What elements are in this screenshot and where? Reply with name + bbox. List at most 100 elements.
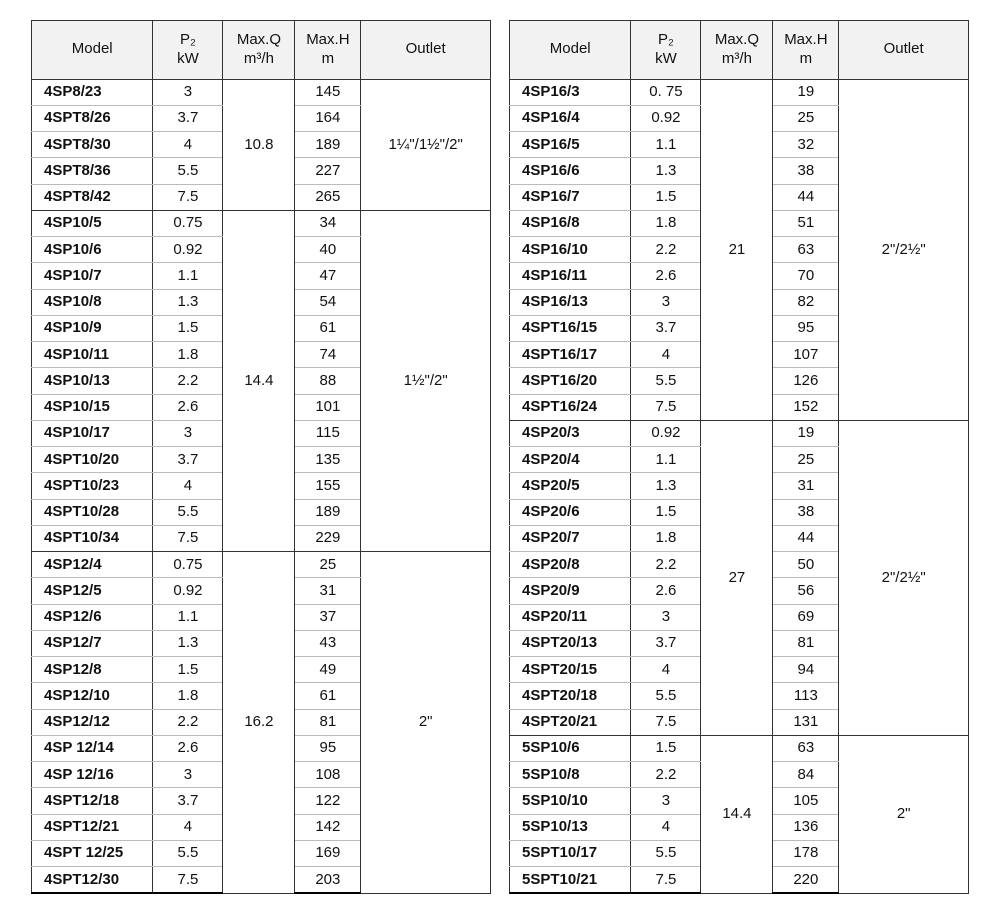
- cell-outlet: 2": [839, 735, 969, 893]
- col-header-label: Max.H: [784, 31, 827, 48]
- cell-p2: 5.5: [631, 840, 701, 866]
- cell-p2: 5.5: [153, 840, 223, 866]
- cell-outlet: 1½"/2": [361, 210, 491, 551]
- cell-model: 4SP10/13: [32, 368, 153, 394]
- cell-model: 4SP10/6: [32, 237, 153, 263]
- cell-maxh: 47: [295, 263, 361, 289]
- col-header-out: Outlet: [361, 21, 491, 80]
- cell-maxh: 44: [773, 184, 839, 210]
- col-header-p2: P₂kW: [631, 21, 701, 80]
- table-row: 4SP8/23310.81451¼"/1½"/2": [32, 79, 491, 105]
- cell-p2: 3: [631, 604, 701, 630]
- cell-maxh: 136: [773, 814, 839, 840]
- cell-p2: 3: [631, 289, 701, 315]
- cell-maxh: 37: [295, 604, 361, 630]
- cell-maxh: 25: [773, 447, 839, 473]
- cell-model: 4SP16/13: [510, 289, 631, 315]
- cell-model: 4SP16/4: [510, 105, 631, 131]
- cell-maxh: 54: [295, 289, 361, 315]
- cell-p2: 1.3: [153, 630, 223, 656]
- col-header-h: Max.Hm: [773, 21, 839, 80]
- cell-model: 4SPT20/15: [510, 657, 631, 683]
- cell-p2: 1.5: [153, 657, 223, 683]
- cell-maxh: 38: [773, 158, 839, 184]
- cell-p2: 7.5: [631, 709, 701, 735]
- cell-maxh: 40: [295, 237, 361, 263]
- cell-p2: 2.2: [153, 368, 223, 394]
- cell-model: 5SP10/6: [510, 735, 631, 761]
- cell-maxh: 50: [773, 552, 839, 578]
- cell-maxh: 126: [773, 368, 839, 394]
- cell-model: 5SPT10/21: [510, 867, 631, 894]
- cell-maxh: 19: [773, 79, 839, 105]
- cell-p2: 3: [153, 762, 223, 788]
- cell-p2: 2.6: [631, 263, 701, 289]
- cell-p2: 7.5: [153, 867, 223, 894]
- cell-model: 4SPT8/30: [32, 132, 153, 158]
- cell-model: 4SPT16/20: [510, 368, 631, 394]
- cell-p2: 3.7: [631, 315, 701, 341]
- cell-maxh: 189: [295, 499, 361, 525]
- cell-model: 4SP12/12: [32, 709, 153, 735]
- tables-wrap: Model P₂kWMax.Qm³/hMax.Hm Outlet 4SP8/23310…: [30, 20, 970, 894]
- col-header-model: Model: [510, 21, 631, 80]
- col-header-sub: m³/h: [227, 50, 290, 69]
- col-header-label: Outlet: [406, 40, 446, 57]
- cell-maxh: 152: [773, 394, 839, 420]
- cell-p2: 7.5: [153, 184, 223, 210]
- cell-model: 5SP10/13: [510, 814, 631, 840]
- cell-p2: 7.5: [631, 394, 701, 420]
- cell-maxh: 145: [295, 79, 361, 105]
- cell-model: 4SPT8/42: [32, 184, 153, 210]
- cell-p2: 4: [153, 814, 223, 840]
- cell-maxq: 10.8: [223, 79, 295, 210]
- cell-p2: 3.7: [153, 105, 223, 131]
- cell-p2: 3.7: [153, 788, 223, 814]
- cell-maxh: 220: [773, 867, 839, 894]
- cell-model: 4SP10/17: [32, 420, 153, 446]
- cell-maxh: 265: [295, 184, 361, 210]
- cell-p2: 4: [631, 814, 701, 840]
- col-header-label: Outlet: [884, 40, 924, 57]
- cell-model: 4SP10/7: [32, 263, 153, 289]
- cell-maxh: 164: [295, 105, 361, 131]
- cell-maxq: 16.2: [223, 552, 295, 894]
- cell-maxh: 84: [773, 762, 839, 788]
- cell-model: 4SP12/8: [32, 657, 153, 683]
- cell-maxh: 19: [773, 420, 839, 446]
- cell-p2: 1.1: [153, 604, 223, 630]
- cell-p2: 3: [153, 79, 223, 105]
- cell-model: 4SP10/9: [32, 315, 153, 341]
- cell-maxh: 88: [295, 368, 361, 394]
- cell-p2: 2.2: [631, 552, 701, 578]
- cell-maxh: 142: [295, 814, 361, 840]
- cell-model: 4SPT8/36: [32, 158, 153, 184]
- cell-model: 4SPT10/34: [32, 525, 153, 551]
- col-header-sub: kW: [157, 50, 218, 69]
- cell-p2: 7.5: [631, 867, 701, 894]
- spec-table-1: Model P₂kWMax.Qm³/hMax.Hm Outlet 4SP16/30. …: [509, 20, 969, 894]
- cell-maxh: 63: [773, 735, 839, 761]
- col-header-label: Model: [550, 40, 591, 57]
- table-row: 4SP16/30. 7521192"/2½": [510, 79, 969, 105]
- cell-maxh: 69: [773, 604, 839, 630]
- col-header-q: Max.Qm³/h: [701, 21, 773, 80]
- cell-maxh: 38: [773, 499, 839, 525]
- cell-maxh: 95: [773, 315, 839, 341]
- cell-p2: 5.5: [631, 683, 701, 709]
- cell-maxh: 56: [773, 578, 839, 604]
- cell-p2: 0.75: [153, 552, 223, 578]
- cell-maxh: 49: [295, 657, 361, 683]
- cell-model: 4SP12/4: [32, 552, 153, 578]
- cell-maxh: 113: [773, 683, 839, 709]
- cell-model: 4SP20/4: [510, 447, 631, 473]
- cell-model: 5SP10/8: [510, 762, 631, 788]
- cell-model: 4SP20/5: [510, 473, 631, 499]
- spec-table-0: ModelP₂kWMax.Qm³/hMax.HmOutlet4SP8/23310…: [31, 20, 491, 894]
- cell-model: 4SP20/11: [510, 604, 631, 630]
- cell-maxh: 43: [295, 630, 361, 656]
- cell-model: 4SP16/10: [510, 237, 631, 263]
- cell-model: 4SP 12/14: [32, 735, 153, 761]
- table-row: 5SP10/61.514.4632": [510, 735, 969, 761]
- cell-p2: 0.92: [631, 105, 701, 131]
